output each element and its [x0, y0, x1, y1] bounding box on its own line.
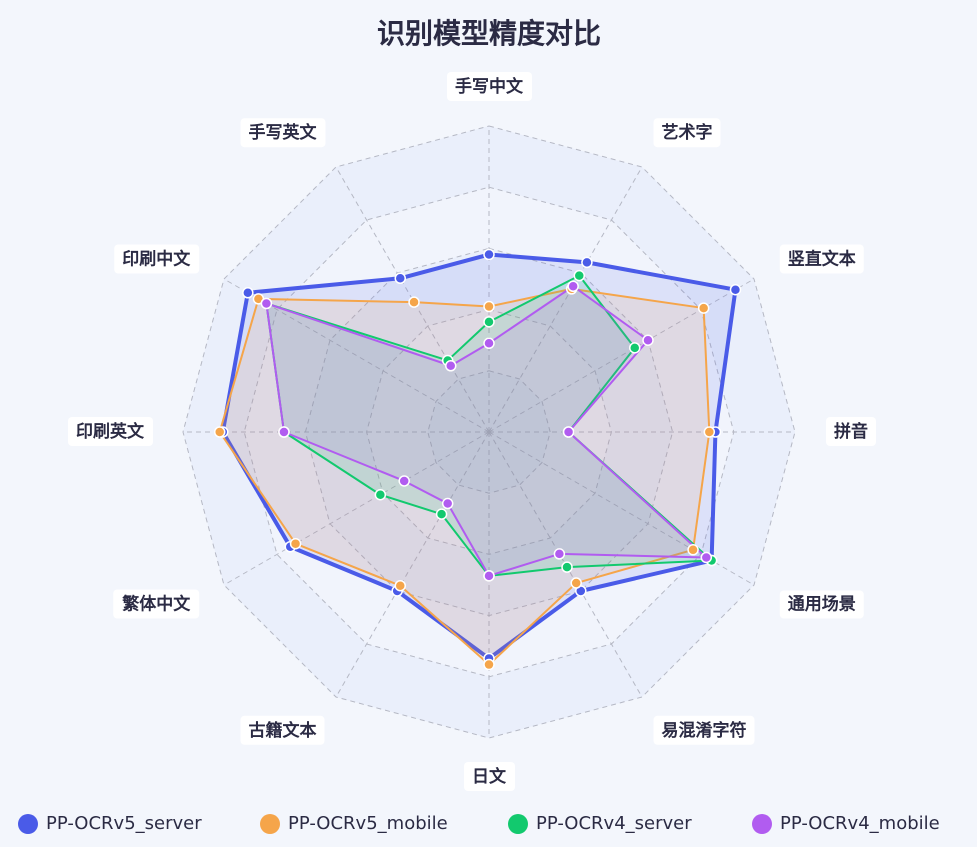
axis-label-group: 手写英文	[240, 118, 326, 148]
axis-label: 日文	[472, 766, 507, 787]
data-point	[394, 579, 407, 592]
data-point	[278, 426, 290, 438]
legend-marker	[260, 814, 280, 834]
axis-label: 易混淆字符	[662, 720, 747, 741]
axis-label-group: 通用场景	[779, 590, 864, 619]
data-point	[567, 280, 579, 292]
data-point	[260, 297, 273, 310]
data-point	[697, 302, 710, 314]
data-point	[729, 283, 742, 296]
data-point	[394, 272, 407, 285]
axis-label-bg	[653, 715, 755, 745]
axis-label: 繁体中文	[121, 594, 191, 615]
axis-label-group: 艺术字	[653, 118, 721, 148]
data-point	[408, 296, 420, 308]
axis-label: 印刷中文	[122, 249, 191, 270]
spoke	[335, 431, 490, 698]
data-point	[213, 426, 226, 438]
data-point	[561, 561, 573, 573]
axis-label-bg	[779, 590, 864, 619]
data-point	[242, 287, 254, 299]
data-point	[483, 337, 495, 350]
axis-label: 手写中文	[455, 76, 524, 97]
data-point	[703, 426, 716, 438]
data-point	[374, 488, 387, 501]
data-point	[629, 342, 641, 354]
axis-label-bg	[779, 244, 864, 274]
axis-label-group: 竖直文本	[779, 244, 864, 274]
data-point	[483, 658, 495, 671]
spoke	[223, 431, 490, 586]
legend-marker	[508, 814, 528, 834]
axis-label-group: 日文	[464, 762, 515, 791]
data-point	[483, 300, 495, 313]
axis-label-bg	[826, 417, 876, 446]
axis-label-bg	[113, 589, 200, 619]
data-point	[435, 508, 448, 520]
spoke	[488, 278, 755, 433]
legend-label: PP-OCRv5_server	[46, 813, 202, 834]
legend-label: PP-OCRv4_mobile	[780, 813, 940, 834]
data-point	[570, 577, 582, 589]
data-point	[398, 475, 410, 487]
data-point	[573, 269, 586, 282]
data-point	[553, 548, 566, 560]
spoke	[488, 166, 643, 433]
data-point	[562, 426, 575, 438]
legend-label: PP-OCRv5_mobile	[288, 813, 448, 834]
axis-label: 艺术字	[662, 122, 713, 143]
axis-label-bg	[240, 715, 325, 745]
legend-label: PP-OCRv4_server	[536, 813, 692, 834]
axis-label: 竖直文本	[788, 249, 856, 270]
axis-label-bg	[464, 762, 515, 791]
axis-label-bg	[68, 417, 153, 446]
axis-label-bg	[114, 244, 200, 274]
axis-label-bg	[653, 118, 721, 148]
legend-marker	[752, 814, 772, 834]
chart-title: 识别模型精度对比	[377, 17, 601, 50]
axis-label: 拼音	[834, 421, 868, 442]
data-point	[289, 537, 302, 550]
data-point	[642, 334, 654, 346]
data-point	[483, 248, 495, 261]
axis-label: 通用场景	[788, 595, 856, 615]
axis-label-bg	[240, 118, 326, 148]
axis-label-group: 印刷英文	[68, 417, 153, 446]
axis-label-group: 手写中文	[447, 72, 532, 101]
data-point	[483, 316, 495, 328]
data-point	[445, 359, 457, 372]
axis-label: 印刷英文	[76, 421, 145, 442]
data-point	[687, 544, 699, 556]
axis-label-bg	[447, 72, 532, 101]
axis-label-group: 易混淆字符	[653, 715, 755, 745]
data-point	[700, 551, 713, 564]
axis-label-group: 拼音	[826, 417, 876, 446]
data-point	[483, 570, 495, 582]
axis-label: 古籍文本	[249, 720, 317, 741]
axis-label-group: 印刷中文	[114, 244, 200, 274]
data-point	[441, 497, 454, 510]
data-point	[581, 256, 593, 269]
axis-label: 手写英文	[249, 122, 318, 143]
axis-label-group: 繁体中文	[113, 589, 200, 619]
legend-marker	[18, 814, 38, 834]
axis-label-group: 古籍文本	[240, 715, 325, 745]
